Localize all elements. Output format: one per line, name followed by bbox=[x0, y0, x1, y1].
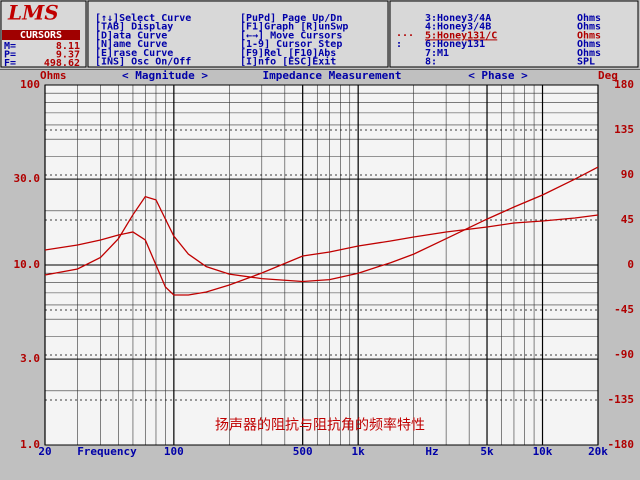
menu-item: [PuPd] Page Up/Dn bbox=[240, 13, 342, 24]
curve-unit: Ohms bbox=[577, 30, 601, 41]
series-line bbox=[44, 214, 599, 296]
x-tick-label: 20k bbox=[588, 445, 608, 458]
curve-name: 8: bbox=[425, 57, 437, 68]
y-tick-label: 1.0 bbox=[20, 438, 40, 451]
curve-name: 3:Honey3/4A bbox=[425, 13, 491, 24]
cursor-value: 8.11 bbox=[56, 41, 80, 52]
y2-tick-label: 0 bbox=[627, 258, 634, 271]
x-tick-label: 10k bbox=[533, 445, 553, 458]
y2-tick-label: 45 bbox=[621, 213, 634, 226]
x-tick-label: 500 bbox=[293, 445, 313, 458]
curve-name: 7:M1 bbox=[425, 48, 449, 59]
curve-panel bbox=[389, 0, 639, 68]
menu-item: [F1]Graph [R]unSwp bbox=[240, 22, 348, 33]
left-unit: Ohms bbox=[40, 69, 67, 82]
cursor-value: 9.37 bbox=[56, 50, 80, 61]
curve-marker: ··· bbox=[396, 30, 414, 41]
menu-item: [D]ata Curve bbox=[95, 30, 167, 41]
curve-marker: : bbox=[396, 39, 402, 50]
cursor-title-bg bbox=[2, 30, 80, 40]
x-tick-label: 5k bbox=[480, 445, 494, 458]
menu-item: [←→] Move Cursors bbox=[240, 30, 342, 41]
menu-item: [↑↓]Select Curve bbox=[95, 13, 191, 24]
y2-tick-label: 135 bbox=[614, 123, 634, 136]
cursor-label: M= bbox=[4, 41, 16, 52]
curve-name: 4:Honey3/4B bbox=[425, 22, 491, 33]
x-tick-label: 1k bbox=[352, 445, 366, 458]
x-tick-label: 100 bbox=[164, 445, 184, 458]
curve-unit: Ohms bbox=[577, 13, 601, 24]
cursor-title: CURSORS bbox=[20, 30, 62, 41]
y2-tick-label: -180 bbox=[608, 438, 635, 451]
y-tick-label: 100 bbox=[20, 78, 40, 91]
menu-item: [I]nfo [ESC]Exit bbox=[240, 56, 336, 68]
annotation: 扬声器的阻抗与阻抗角的频率特性 bbox=[215, 417, 425, 433]
y2-tick-label: -45 bbox=[614, 303, 634, 316]
y2-tick-label: -135 bbox=[608, 393, 635, 406]
x-axis-label: Frequency bbox=[77, 445, 137, 458]
y2-tick-label: 90 bbox=[621, 168, 634, 181]
y2-tick-label: 180 bbox=[614, 78, 634, 91]
menu-panel bbox=[87, 0, 389, 68]
menu-item: [E]rase Curve bbox=[95, 48, 173, 59]
logo: LMS bbox=[7, 1, 59, 25]
y-tick-label: 10.0 bbox=[14, 258, 41, 271]
y2-tick-label: -90 bbox=[614, 348, 634, 361]
curve-unit: Ohms bbox=[577, 48, 601, 59]
menu-item: [TAB] Display bbox=[95, 21, 173, 33]
menu-item: [INS] Osc On/Off bbox=[95, 57, 191, 68]
chart-title: Impedance Measurement bbox=[262, 69, 401, 82]
right-unit: Deg bbox=[598, 69, 618, 82]
cursor-value: 498.62 bbox=[44, 58, 80, 69]
curve-unit: SPL bbox=[577, 57, 595, 68]
x-tick-label: 20 bbox=[38, 445, 51, 458]
menu-item: [N]ame Curve bbox=[95, 39, 167, 50]
x-unit: Hz bbox=[425, 445, 438, 458]
series-line bbox=[44, 166, 599, 283]
y-tick-label: 30.0 bbox=[14, 172, 41, 185]
menu-item: [1-9] Cursor Step bbox=[240, 39, 342, 50]
y-tick-label: 3.0 bbox=[20, 352, 40, 365]
curve-name: 6:Honey131 bbox=[425, 39, 485, 50]
cursor-label: F= bbox=[4, 58, 16, 69]
curve-unit: Ohms bbox=[577, 22, 601, 33]
phase-label: < Phase > bbox=[468, 69, 528, 82]
curve-unit: Ohms bbox=[577, 39, 601, 50]
magnitude-label: < Magnitude > bbox=[122, 69, 208, 82]
menu-item: [F9]Rel [F10]Abs bbox=[240, 48, 336, 59]
cursor-label: P= bbox=[4, 50, 16, 61]
chart-bar bbox=[0, 70, 640, 82]
curve-name: 5:Honey131/C bbox=[425, 30, 497, 41]
